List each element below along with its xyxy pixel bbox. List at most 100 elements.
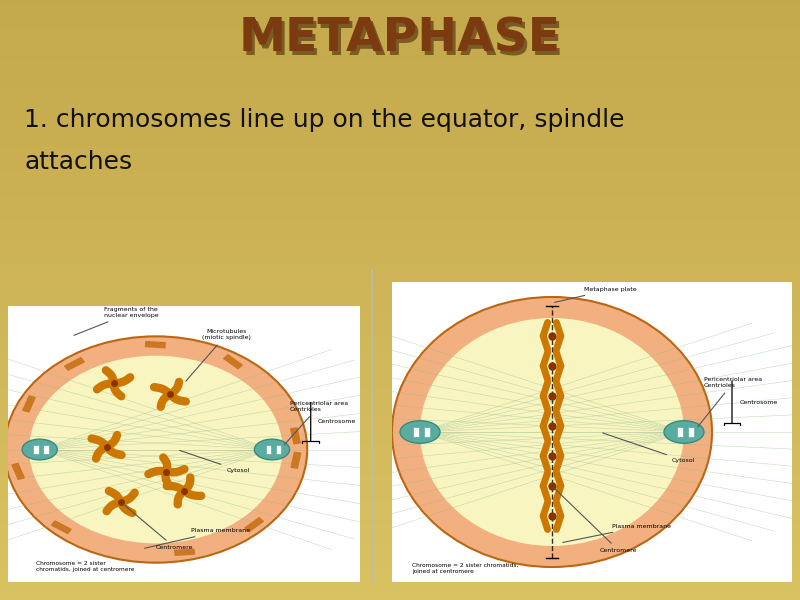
Bar: [0, 324, 800, 327]
Text: Centrosome: Centrosome: [318, 419, 356, 424]
Bar: [0, 516, 800, 519]
Text: Centromere: Centromere: [554, 488, 638, 553]
Bar: [0, 210, 800, 213]
Bar: [0, 549, 800, 552]
Bar: [0, 537, 800, 540]
Bar: [0, 153, 800, 156]
Bar: [0, 12, 800, 15]
Bar: [0, 258, 800, 261]
Bar: [0, 522, 800, 525]
Ellipse shape: [5, 337, 307, 563]
Bar: [413, 427, 419, 437]
Bar: [0, 0, 800, 3]
Bar: [0, 510, 800, 513]
Bar: [0, 45, 800, 48]
Bar: [0, 117, 800, 120]
Bar: [0, 414, 800, 417]
Text: Cytosol: Cytosol: [602, 433, 695, 463]
Bar: [0, 564, 800, 567]
Bar: [0, 129, 800, 132]
Text: attaches: attaches: [24, 150, 132, 174]
Text: Centrosome: Centrosome: [740, 400, 778, 404]
Bar: [0, 21, 800, 24]
Bar: [0, 366, 800, 369]
Text: 1. chromosomes line up on the equator, spindle: 1. chromosomes line up on the equator, s…: [24, 108, 625, 132]
Bar: [266, 445, 271, 454]
Bar: [0, 591, 800, 594]
Bar: [0, 114, 800, 117]
Bar: [0, 225, 800, 228]
Bar: [0, 387, 800, 390]
Bar: [0, 105, 800, 108]
Bar: [0, 243, 800, 246]
Bar: [0, 474, 800, 477]
Bar: [0, 282, 800, 285]
Bar: [0, 486, 800, 489]
Bar: [0, 90, 800, 93]
Bar: [0, 288, 800, 291]
Bar: [0, 408, 800, 411]
Bar: [0, 39, 800, 42]
Bar: [0, 504, 800, 507]
Bar: [0, 333, 800, 336]
Polygon shape: [224, 355, 242, 369]
Bar: [0, 303, 800, 306]
Bar: [0, 465, 800, 468]
Bar: [0, 567, 800, 570]
Bar: [0, 327, 800, 330]
Bar: [0, 255, 800, 258]
Bar: [0, 270, 800, 273]
Bar: [0, 219, 800, 222]
Bar: [0, 276, 800, 279]
Ellipse shape: [664, 421, 704, 443]
Bar: [0, 138, 800, 141]
Bar: [0, 471, 800, 474]
Bar: [0, 525, 800, 528]
Bar: [0, 294, 800, 297]
Bar: [0, 6, 800, 9]
Bar: [0, 48, 800, 51]
Bar: [677, 427, 683, 437]
Bar: [0, 411, 800, 414]
Bar: [0, 318, 800, 321]
Bar: [0, 99, 800, 102]
Bar: [0, 453, 800, 456]
Bar: [0, 339, 800, 342]
Text: Plasma membrane: Plasma membrane: [145, 529, 250, 548]
Bar: [0, 168, 800, 171]
Polygon shape: [291, 452, 301, 468]
Bar: [0, 66, 800, 69]
Polygon shape: [146, 341, 166, 348]
Ellipse shape: [29, 356, 282, 544]
Ellipse shape: [420, 318, 684, 546]
Bar: [0, 342, 800, 345]
Bar: [0, 582, 800, 585]
Bar: [0, 447, 800, 450]
Bar: [0, 561, 800, 564]
Polygon shape: [23, 396, 35, 412]
Bar: [0, 336, 800, 339]
Bar: [0, 192, 800, 195]
Bar: [0, 81, 800, 84]
Bar: [0, 186, 800, 189]
Bar: [0, 555, 800, 558]
Bar: [0, 183, 800, 186]
Bar: [0, 429, 800, 432]
Bar: [0, 108, 800, 111]
Bar: [0, 249, 800, 252]
Bar: [34, 445, 39, 454]
Bar: [0, 375, 800, 378]
Bar: [0, 189, 800, 192]
Text: Microtubules
(miotic spindle): Microtubules (miotic spindle): [186, 329, 250, 381]
Bar: [0, 345, 800, 348]
Bar: [0, 297, 800, 300]
Bar: [0, 195, 800, 198]
Bar: [0, 27, 800, 30]
Bar: [0, 264, 800, 267]
Bar: [0, 279, 800, 282]
Bar: [0, 360, 800, 363]
Bar: [0, 147, 800, 150]
Bar: [0, 87, 800, 90]
Bar: [0, 363, 800, 366]
Bar: [0, 84, 800, 87]
